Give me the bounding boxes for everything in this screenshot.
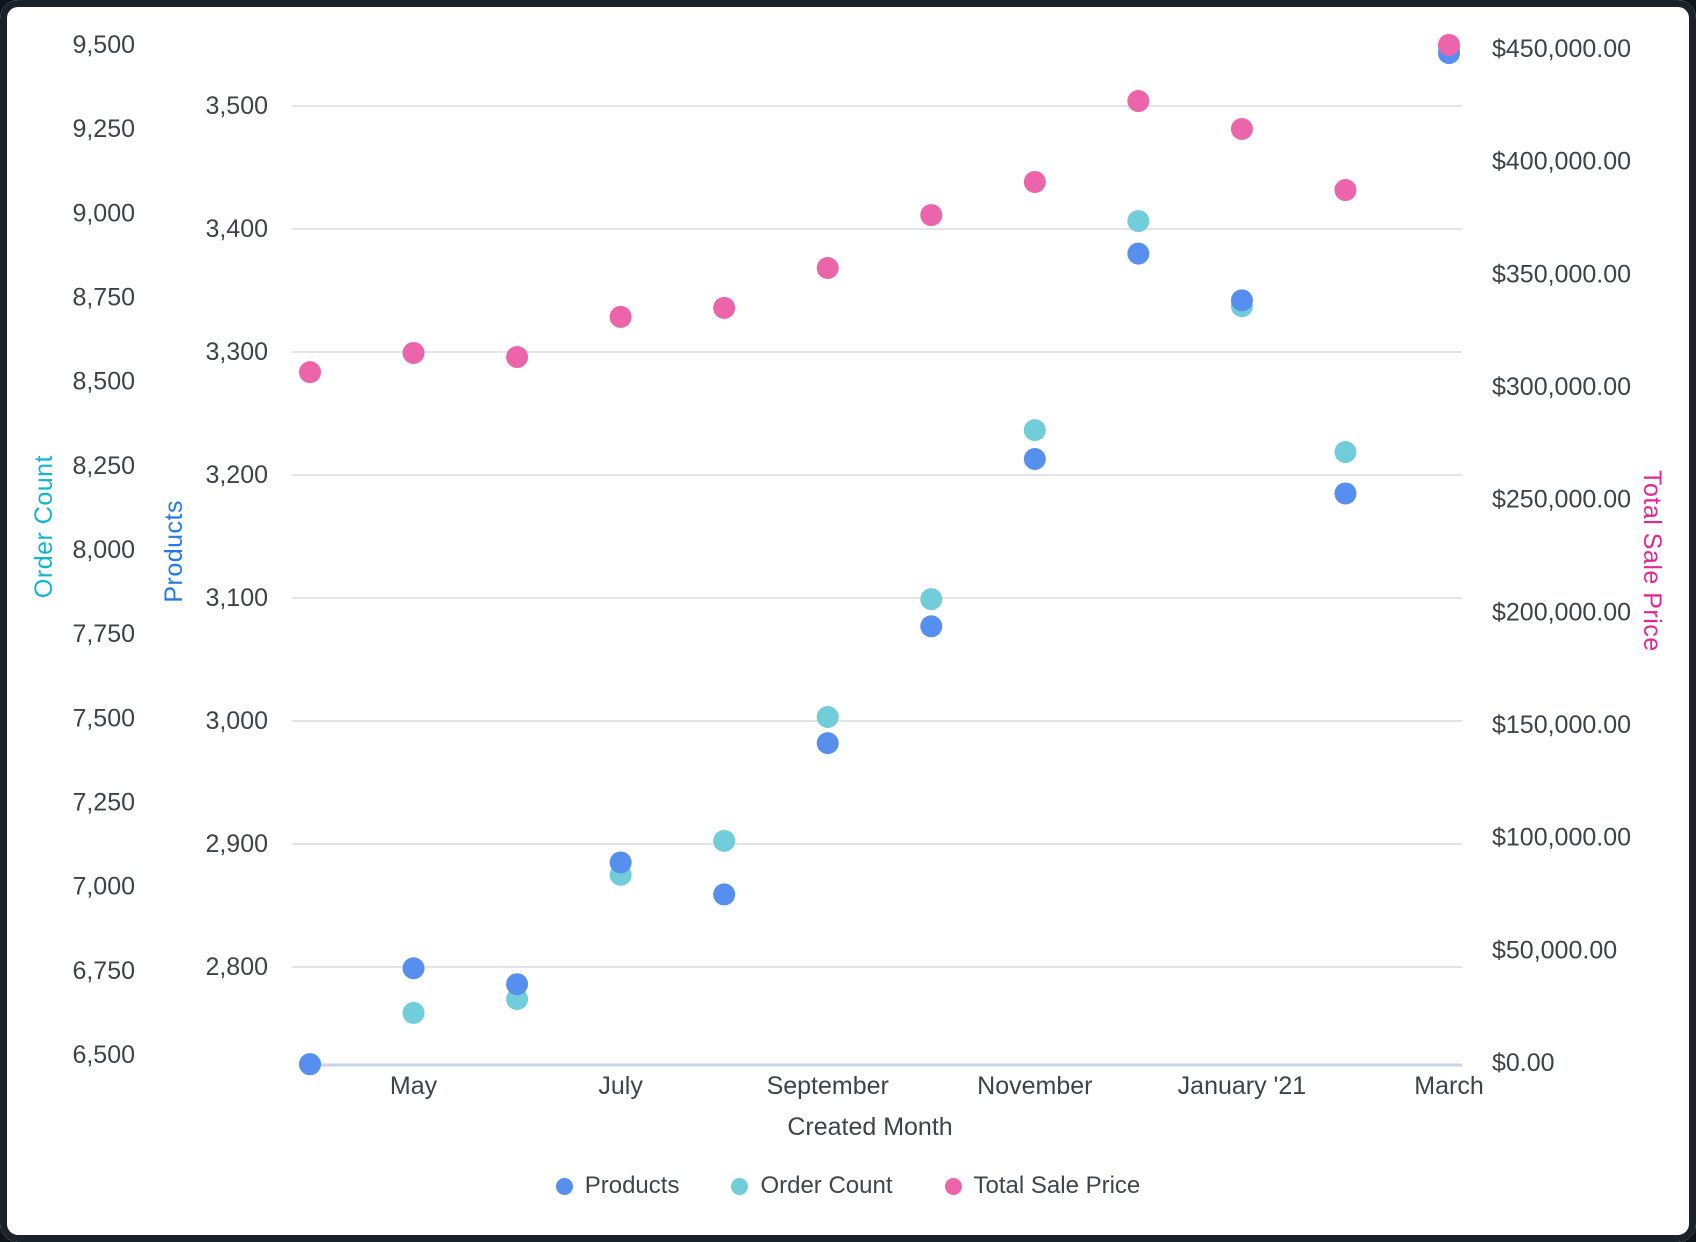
products-tick-label: 3,100 <box>205 584 268 612</box>
data-point-total-sale-price[interactable] <box>299 361 321 384</box>
total-sale-price-tick-label: $0.00 <box>1492 1049 1555 1077</box>
total-sale-price-axis-title: Total Sale Price <box>1638 470 1666 652</box>
legend-dot <box>555 1177 573 1195</box>
total-sale-price-tick-label: $450,000.00 <box>1492 35 1631 63</box>
products-tick-label: 3,300 <box>205 338 268 366</box>
data-point-order-count[interactable] <box>1023 419 1046 442</box>
data-point-products[interactable] <box>1334 482 1357 505</box>
data-point-total-sale-price[interactable] <box>1438 33 1460 56</box>
order-count-tick-label: 7,250 <box>72 789 135 817</box>
data-point-total-sale-price[interactable] <box>1127 90 1150 113</box>
data-point-total-sale-price[interactable] <box>1023 170 1046 193</box>
products-tick-label: 3,400 <box>205 215 268 243</box>
products-tick-label: 3,500 <box>205 92 268 120</box>
data-point-products[interactable] <box>920 615 943 638</box>
order-count-tick-label: 8,250 <box>72 452 135 480</box>
order-count-tick-label: 8,750 <box>72 284 135 312</box>
order-count-tick-label: 7,500 <box>72 704 135 732</box>
total-sale-price-tick-label: $100,000.00 <box>1492 824 1631 852</box>
total-sale-price-tick-label: $150,000.00 <box>1492 711 1631 739</box>
data-point-products[interactable] <box>1230 289 1253 312</box>
total-sale-price-tick-label: $400,000.00 <box>1492 148 1631 176</box>
data-point-products[interactable] <box>609 851 632 874</box>
data-point-total-sale-price[interactable] <box>506 346 529 369</box>
data-point-products[interactable] <box>299 1053 321 1076</box>
data-point-total-sale-price[interactable] <box>920 204 943 227</box>
legend-item-order-count[interactable]: Order Count <box>731 1172 893 1200</box>
data-point-products[interactable] <box>1127 242 1150 265</box>
legend-item-total-sale-price[interactable]: Total Sale Price <box>944 1172 1141 1200</box>
order-count-tick-label: 6,750 <box>72 957 135 985</box>
total-sale-price-tick-label: $200,000.00 <box>1492 598 1631 626</box>
total-sale-price-tick-label: $250,000.00 <box>1492 486 1631 514</box>
data-point-total-sale-price[interactable] <box>1230 117 1253 140</box>
products-tick-label: 2,800 <box>205 953 268 981</box>
data-point-total-sale-price[interactable] <box>713 296 736 319</box>
order-count-tick-label: 9,500 <box>72 31 135 59</box>
month-tick-label: July <box>598 1072 643 1100</box>
data-point-products[interactable] <box>816 732 839 755</box>
month-tick-label: January '21 <box>1178 1072 1306 1100</box>
products-tick-label: 3,200 <box>205 461 268 489</box>
data-point-total-sale-price[interactable] <box>816 257 839 280</box>
data-point-products[interactable] <box>713 883 736 906</box>
order-count-tick-label: 7,750 <box>72 620 135 648</box>
legend-item-products[interactable]: Products <box>555 1172 680 1200</box>
legend-dot <box>944 1177 962 1195</box>
data-point-products[interactable] <box>1023 448 1046 471</box>
total-sale-price-tick-label: $350,000.00 <box>1492 260 1631 288</box>
order-count-tick-label: 9,250 <box>72 115 135 143</box>
month-tick-label: May <box>390 1072 438 1100</box>
order-count-tick-label: 7,000 <box>72 873 135 901</box>
data-point-order-count[interactable] <box>713 829 736 852</box>
data-point-products[interactable] <box>506 973 529 996</box>
products-tick-label: 3,000 <box>205 707 268 735</box>
data-point-order-count[interactable] <box>920 588 943 611</box>
month-tick-label: September <box>767 1072 889 1100</box>
products-tick-label: 2,900 <box>205 830 268 858</box>
data-point-total-sale-price[interactable] <box>1334 179 1357 202</box>
data-point-products[interactable] <box>402 957 425 980</box>
data-point-order-count[interactable] <box>1334 441 1357 464</box>
order-count-axis-title: Order Count <box>30 455 58 599</box>
data-point-order-count[interactable] <box>1127 210 1150 233</box>
data-point-total-sale-price[interactable] <box>402 341 425 364</box>
products-axis-title: Products <box>160 500 188 603</box>
data-point-order-count[interactable] <box>402 1001 425 1024</box>
legend-label: Order Count <box>760 1172 893 1199</box>
order-count-tick-label: 8,000 <box>72 536 135 564</box>
legend: Products Order Count Total Sale Price <box>0 1172 1696 1200</box>
month-tick-label: November <box>977 1072 1092 1100</box>
data-point-total-sale-price[interactable] <box>609 305 632 328</box>
order-count-tick-label: 6,500 <box>72 1041 135 1069</box>
legend-label: Total Sale Price <box>973 1172 1141 1199</box>
total-sale-price-tick-label: $300,000.00 <box>1492 373 1631 401</box>
order-count-tick-label: 8,500 <box>72 368 135 396</box>
x-axis-title: Created Month <box>787 1113 953 1141</box>
legend-label: Products <box>584 1172 680 1199</box>
legend-dot <box>731 1177 749 1195</box>
total-sale-price-tick-label: $50,000.00 <box>1492 936 1617 964</box>
month-tick-label: March <box>1414 1072 1483 1100</box>
order-count-tick-label: 9,000 <box>72 199 135 227</box>
data-point-order-count[interactable] <box>816 705 839 728</box>
